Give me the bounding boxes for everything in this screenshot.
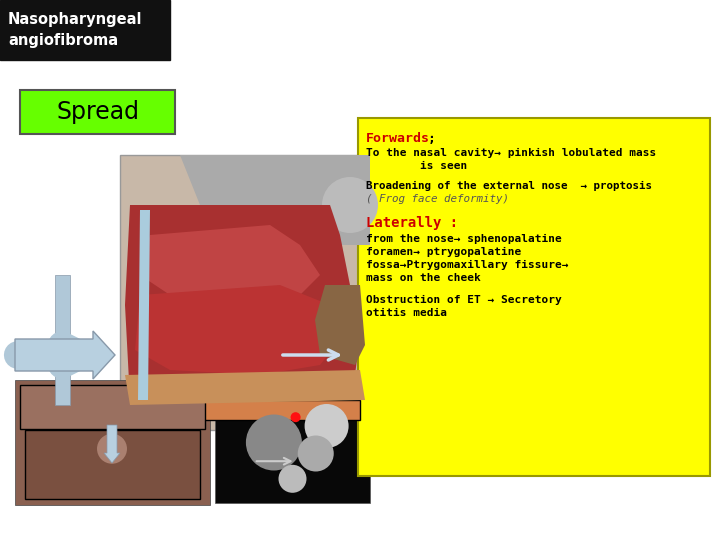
Text: To the nasal cavity→ pinkish lobulated mass: To the nasal cavity→ pinkish lobulated m… xyxy=(366,148,656,158)
Text: Nasopharyngeal
angiofibroma: Nasopharyngeal angiofibroma xyxy=(8,12,143,48)
Polygon shape xyxy=(135,285,340,375)
Text: Broadening of the external nose  → proptosis: Broadening of the external nose → propto… xyxy=(366,181,652,191)
Circle shape xyxy=(279,465,307,493)
Text: from the nose→ sphenopalatine: from the nose→ sphenopalatine xyxy=(366,234,562,244)
Text: Laterally :: Laterally : xyxy=(366,216,458,230)
Text: foramen→ ptrygopalatine: foramen→ ptrygopalatine xyxy=(366,247,521,257)
Text: Forwards: Forwards xyxy=(366,132,430,145)
Text: otitis media: otitis media xyxy=(366,308,447,318)
Text: Spread: Spread xyxy=(56,100,139,124)
FancyBboxPatch shape xyxy=(0,0,170,60)
Polygon shape xyxy=(315,285,365,365)
Polygon shape xyxy=(138,210,150,400)
Text: mass on the cheek: mass on the cheek xyxy=(366,273,481,283)
Polygon shape xyxy=(140,225,320,305)
FancyBboxPatch shape xyxy=(120,155,370,430)
Text: fossa→Ptrygomaxillary fissure→: fossa→Ptrygomaxillary fissure→ xyxy=(366,260,569,270)
Circle shape xyxy=(246,415,302,470)
FancyBboxPatch shape xyxy=(55,275,70,405)
Polygon shape xyxy=(125,205,360,400)
FancyArrow shape xyxy=(104,425,120,463)
Circle shape xyxy=(322,177,378,233)
FancyBboxPatch shape xyxy=(20,385,205,429)
FancyBboxPatch shape xyxy=(215,393,370,503)
Polygon shape xyxy=(180,155,370,245)
FancyBboxPatch shape xyxy=(358,118,710,476)
Text: ;: ; xyxy=(428,132,436,145)
Circle shape xyxy=(291,412,301,422)
Text: is seen: is seen xyxy=(366,161,467,171)
Text: Obstruction of ET → Secretory: Obstruction of ET → Secretory xyxy=(366,295,562,305)
FancyBboxPatch shape xyxy=(25,430,200,499)
Polygon shape xyxy=(125,370,365,405)
FancyBboxPatch shape xyxy=(15,380,210,505)
Circle shape xyxy=(305,404,348,448)
Circle shape xyxy=(97,434,127,464)
FancyArrow shape xyxy=(15,331,115,379)
FancyBboxPatch shape xyxy=(125,400,360,420)
FancyBboxPatch shape xyxy=(20,90,175,134)
Text: ( Frog face deformity): ( Frog face deformity) xyxy=(366,194,509,204)
Circle shape xyxy=(298,435,334,471)
